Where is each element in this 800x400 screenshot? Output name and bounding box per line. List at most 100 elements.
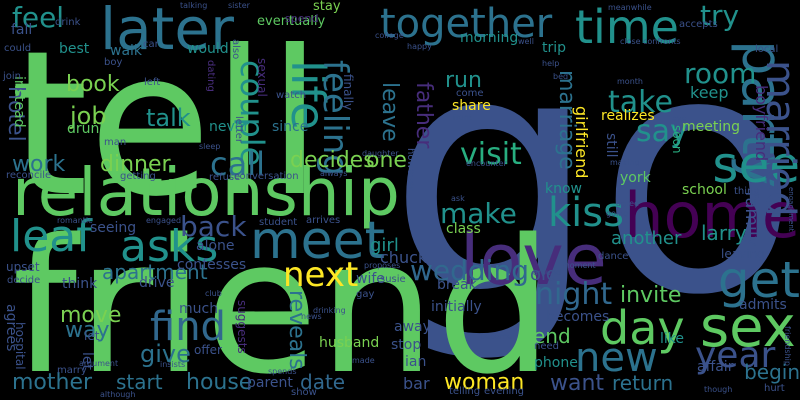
cloud-word: made — [352, 356, 375, 365]
cloud-word: decides — [290, 148, 375, 173]
cloud-word: around — [533, 268, 562, 277]
cloud-word: becomes — [546, 309, 610, 325]
cloud-word: need — [534, 341, 559, 352]
cloud-word: find — [150, 304, 226, 350]
cloud-word: talk — [146, 104, 191, 132]
cloud-word: confesses — [177, 257, 247, 273]
cloud-word: girl — [370, 235, 399, 256]
cloud-word: arrives — [306, 215, 341, 226]
cloud-word: new — [575, 335, 658, 381]
cloud-word: think — [62, 276, 98, 292]
cloud-word: could — [4, 43, 32, 54]
cloud-word: walk — [110, 43, 143, 59]
cloud-word: help — [542, 59, 560, 68]
cloud-word: make — [440, 197, 517, 230]
cloud-word: friendship — [783, 326, 792, 366]
cloud-word: ian — [405, 354, 427, 370]
cloud-word: love — [460, 219, 607, 301]
cloud-word: insists — [160, 360, 186, 369]
cloud-word: girlfriend — [572, 106, 591, 179]
cloud-word: confronts — [643, 37, 681, 46]
cloud-word: start — [116, 370, 163, 394]
cloud-word: keep — [690, 83, 729, 102]
cloud-word: room — [684, 57, 757, 90]
cloud-word: york — [620, 170, 651, 186]
cloud-word: sex — [700, 295, 796, 360]
cloud-word: leaving — [721, 247, 765, 261]
cloud-word: although — [100, 390, 136, 399]
cloud-word: engaged — [146, 216, 182, 225]
cloud-word: suggests — [235, 300, 249, 354]
cloud-word: since — [272, 119, 309, 135]
cloud-word: phone — [534, 355, 578, 371]
cloud-word: admits — [739, 297, 787, 313]
cloud-word: man — [104, 137, 127, 148]
cloud-word: offer — [194, 343, 222, 357]
cloud-word: talking — [180, 1, 208, 10]
cloud-word: eye — [672, 114, 687, 123]
cloud-word: marry — [57, 365, 87, 376]
cloud-word: morning — [460, 30, 519, 46]
cloud-word: another — [611, 228, 682, 249]
cloud-word: wedding — [410, 254, 529, 287]
cloud-word: affair — [697, 359, 734, 375]
cloud-word: sister — [228, 1, 250, 10]
cloud-word: fall — [11, 22, 33, 38]
cloud-word: family — [741, 191, 762, 247]
cloud-word: club — [205, 289, 222, 298]
cloud-word: become — [480, 332, 513, 341]
cloud-word: boyfriend — [752, 85, 771, 162]
cloud-word: trip — [542, 40, 567, 56]
cloud-word: drunk — [67, 121, 108, 137]
cloud-word: school — [682, 182, 727, 198]
cloud-word: work — [12, 152, 66, 177]
cloud-word: front — [453, 113, 473, 122]
cloud-word: conversation — [234, 171, 299, 182]
cloud-word: stay — [313, 0, 341, 14]
cloud-word: wife — [356, 271, 385, 287]
cloud-word: meet — [250, 211, 386, 271]
cloud-word: run — [445, 68, 482, 93]
cloud-word: proposes — [364, 261, 401, 270]
cloud-word: dinner — [100, 152, 171, 177]
cloud-word: bed — [553, 72, 569, 81]
cloud-word: news — [301, 312, 322, 321]
cloud-word: still — [603, 133, 619, 158]
cloud-word: thing — [734, 186, 760, 197]
cloud-word: tell — [10, 8, 323, 241]
cloud-word: watch — [276, 90, 307, 101]
cloud-word: though — [704, 385, 733, 394]
cloud-word: husband — [319, 335, 380, 351]
cloud-word: apartment — [102, 260, 208, 284]
cloud-word: know — [545, 181, 582, 197]
cloud-word: spend — [285, 12, 319, 25]
cloud-word: way — [65, 318, 110, 343]
cloud-word: father — [411, 82, 436, 149]
cloud-word: engagement — [787, 187, 795, 232]
cloud-word: next — [283, 255, 359, 295]
cloud-word: left — [144, 77, 161, 88]
cloud-word: argument — [79, 359, 119, 368]
cloud-word: book — [66, 72, 120, 97]
cloud-word: susie — [380, 274, 406, 285]
cloud-word: local — [755, 44, 779, 55]
cloud-word: come — [456, 88, 484, 99]
cloud-word: dance — [598, 251, 629, 262]
cloud-word: always — [320, 169, 348, 178]
cloud-word: stop — [391, 337, 422, 353]
cloud-word: realizes — [601, 108, 655, 124]
cloud-word: never — [209, 119, 250, 135]
cloud-word: chuck — [380, 248, 428, 267]
cloud-word: drinking — [313, 306, 346, 315]
cloud-word: night — [535, 277, 613, 312]
cloud-word: kiss — [548, 190, 624, 236]
cloud-word: boy — [104, 57, 123, 68]
cloud-word: take — [608, 85, 673, 120]
cloud-word: best — [59, 41, 90, 57]
cloud-word: dating — [205, 60, 216, 92]
cloud-word: finally — [341, 74, 355, 111]
cloud-word: meanwhile — [608, 3, 652, 12]
cloud-word: move — [60, 303, 122, 328]
cloud-word: daughter — [362, 149, 399, 158]
